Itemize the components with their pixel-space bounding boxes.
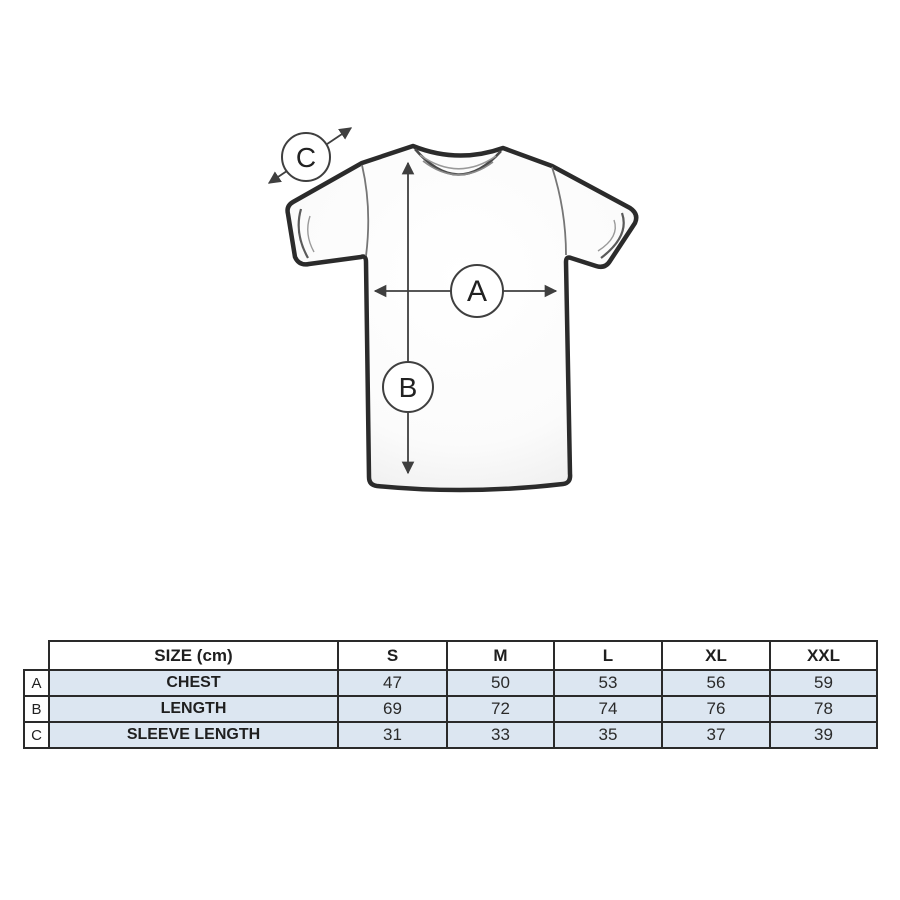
column-header-xxl: XXL	[769, 640, 878, 671]
right-sleeve-seam	[551, 166, 567, 256]
right-cuff-opening-line	[597, 219, 616, 252]
size-table: SIZE (cm) S M L XL XXL A CHEST 47 50 53 …	[23, 640, 878, 749]
row-key-b: B	[23, 695, 50, 723]
row-label-sleeve-length: SLEEVE LENGTH	[48, 721, 339, 749]
size-table-header-row: SIZE (cm) S M L XL XXL	[24, 640, 878, 671]
collar-rib-arc-1	[419, 154, 497, 170]
chest-marker-label: A	[467, 275, 487, 308]
length-marker-circle	[382, 361, 434, 413]
column-header-s: S	[337, 640, 448, 671]
left-cuff-opening-line	[307, 215, 315, 253]
length-value-m: 72	[446, 695, 555, 723]
length-marker-label: B	[399, 372, 418, 403]
sleeve-value-m: 33	[446, 721, 555, 749]
sleeve-value-l: 35	[553, 721, 663, 749]
sleeve-value-xxl: 39	[769, 721, 878, 749]
column-header-l: L	[553, 640, 663, 671]
chest-value-xl: 56	[661, 669, 771, 697]
length-value-s: 69	[337, 695, 448, 723]
left-sleeve-seam	[361, 164, 370, 257]
column-header-xl: XL	[661, 640, 771, 671]
column-header-m: M	[446, 640, 555, 671]
chest-marker-circle	[450, 264, 504, 318]
row-key-c: C	[23, 721, 50, 749]
right-cuff-inner-line	[600, 212, 625, 259]
sleeve-marker-label: C	[296, 142, 316, 173]
table-row-length: B LENGTH 69 72 74 76 78	[23, 695, 878, 723]
chest-value-l: 53	[553, 669, 663, 697]
table-row-sleeve-length: C SLEEVE LENGTH 31 33 35 37 39	[23, 721, 878, 749]
sleeve-marker-circle	[281, 132, 331, 182]
chest-value-m: 50	[446, 669, 555, 697]
length-value-xl: 76	[661, 695, 771, 723]
collar-rib-arc-2	[422, 160, 494, 176]
length-value-xxl: 78	[769, 695, 878, 723]
chest-value-s: 47	[337, 669, 448, 697]
chest-value-xxl: 59	[769, 669, 878, 697]
length-value-l: 74	[553, 695, 663, 723]
left-cuff-inner-line	[297, 208, 309, 259]
tshirt-body-shape	[285, 143, 639, 493]
row-label-length: LENGTH	[48, 695, 339, 723]
tshirt-measurement-diagram: A B C	[267, 127, 639, 493]
sleeve-value-s: 31	[337, 721, 448, 749]
size-unit-header: SIZE (cm)	[48, 640, 339, 671]
row-key-a: A	[23, 669, 50, 697]
table-row-chest: A CHEST 47 50 53 56 59	[23, 669, 878, 697]
sleeve-value-xl: 37	[661, 721, 771, 749]
row-label-chest: CHEST	[48, 669, 339, 697]
table-corner-spacer	[24, 641, 49, 670]
